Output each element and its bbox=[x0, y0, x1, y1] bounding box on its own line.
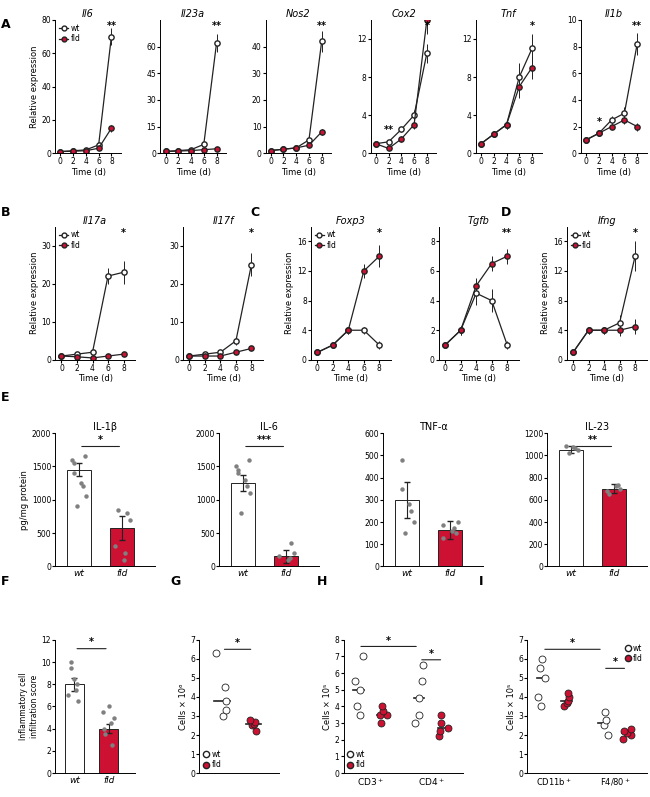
Title: IL-6: IL-6 bbox=[260, 422, 278, 433]
Title: Ifng: Ifng bbox=[597, 216, 616, 226]
X-axis label: Time (d): Time (d) bbox=[386, 168, 421, 177]
Text: *: * bbox=[235, 638, 240, 648]
Title: Tnf: Tnf bbox=[501, 9, 517, 19]
Text: G: G bbox=[170, 575, 181, 588]
Text: *: * bbox=[570, 638, 575, 648]
Text: *: * bbox=[424, 22, 430, 31]
Text: *: * bbox=[89, 638, 94, 647]
Text: **: ** bbox=[107, 22, 116, 31]
Text: B: B bbox=[1, 206, 11, 218]
Text: **: ** bbox=[317, 22, 327, 31]
Title: Cox2: Cox2 bbox=[391, 9, 416, 19]
Title: Nos2: Nos2 bbox=[286, 9, 311, 19]
X-axis label: Time (d): Time (d) bbox=[176, 168, 211, 177]
Legend: wt, fld: wt, fld bbox=[571, 230, 592, 250]
Bar bbox=[111, 528, 134, 567]
Y-axis label: Relative expression: Relative expression bbox=[29, 252, 38, 335]
Text: **: ** bbox=[502, 228, 512, 238]
Bar bbox=[65, 684, 84, 773]
Text: E: E bbox=[1, 391, 10, 403]
X-axis label: Time (d): Time (d) bbox=[78, 375, 112, 383]
Legend: wt, fld: wt, fld bbox=[59, 230, 81, 250]
Title: IL-23: IL-23 bbox=[585, 422, 609, 433]
Text: *: * bbox=[386, 636, 391, 646]
Text: A: A bbox=[1, 18, 11, 30]
Legend: wt, fld: wt, fld bbox=[59, 24, 81, 43]
X-axis label: Time (d): Time (d) bbox=[590, 375, 624, 383]
Bar bbox=[559, 450, 583, 567]
Y-axis label: Cells × 10⁶: Cells × 10⁶ bbox=[179, 683, 188, 729]
X-axis label: Time (d): Time (d) bbox=[462, 375, 497, 383]
Bar bbox=[99, 728, 118, 773]
Legend: wt, fld: wt, fld bbox=[347, 750, 366, 769]
Legend: wt, fld: wt, fld bbox=[203, 750, 222, 769]
Text: *: * bbox=[612, 658, 618, 667]
Bar bbox=[274, 556, 298, 567]
Text: **: ** bbox=[384, 125, 394, 135]
Y-axis label: Relative expression: Relative expression bbox=[285, 252, 294, 335]
Bar bbox=[603, 489, 626, 567]
Text: *: * bbox=[249, 228, 254, 238]
X-axis label: Time (d): Time (d) bbox=[71, 168, 105, 177]
Title: Il17a: Il17a bbox=[83, 216, 107, 226]
Y-axis label: Cells × 10⁵: Cells × 10⁵ bbox=[506, 683, 515, 729]
Text: H: H bbox=[317, 575, 328, 588]
Text: *: * bbox=[98, 435, 103, 446]
Title: Il1b: Il1b bbox=[605, 9, 623, 19]
Y-axis label: Relative expression: Relative expression bbox=[541, 252, 551, 335]
Text: **: ** bbox=[211, 22, 222, 31]
X-axis label: Time (d): Time (d) bbox=[281, 168, 316, 177]
Title: Tgfb: Tgfb bbox=[468, 216, 490, 226]
X-axis label: Time (d): Time (d) bbox=[333, 375, 369, 383]
Bar bbox=[67, 469, 91, 567]
Bar bbox=[231, 483, 255, 567]
Title: Il6: Il6 bbox=[82, 9, 94, 19]
Title: TNF-α: TNF-α bbox=[419, 422, 447, 433]
Text: ***: *** bbox=[257, 435, 272, 446]
Text: C: C bbox=[250, 206, 259, 218]
Bar bbox=[395, 500, 419, 567]
Legend: wt, fld: wt, fld bbox=[315, 230, 336, 250]
Y-axis label: pg/mg protein: pg/mg protein bbox=[20, 470, 29, 530]
Title: IL-1β: IL-1β bbox=[93, 422, 117, 433]
Text: *: * bbox=[597, 116, 601, 127]
Title: Foxp3: Foxp3 bbox=[336, 216, 366, 226]
Text: **: ** bbox=[588, 435, 598, 446]
Text: *: * bbox=[632, 228, 638, 238]
Y-axis label: Inflammatory cell
infiltration score: Inflammatory cell infiltration score bbox=[20, 673, 39, 740]
Text: I: I bbox=[479, 575, 484, 588]
Text: *: * bbox=[121, 228, 126, 238]
Y-axis label: Relative expression: Relative expression bbox=[29, 45, 38, 128]
Text: *: * bbox=[377, 228, 382, 238]
X-axis label: Time (d): Time (d) bbox=[491, 168, 526, 177]
Bar bbox=[438, 530, 462, 567]
Y-axis label: Cells × 10⁵: Cells × 10⁵ bbox=[322, 683, 332, 729]
Legend: wt, fld: wt, fld bbox=[625, 644, 643, 663]
Text: **: ** bbox=[632, 22, 642, 31]
Text: *: * bbox=[530, 22, 534, 31]
Title: Il23a: Il23a bbox=[181, 9, 205, 19]
X-axis label: Time (d): Time (d) bbox=[597, 168, 631, 177]
X-axis label: Time (d): Time (d) bbox=[205, 375, 240, 383]
Text: D: D bbox=[500, 206, 511, 218]
Text: *: * bbox=[429, 649, 434, 659]
Title: Il17f: Il17f bbox=[213, 216, 234, 226]
Text: F: F bbox=[1, 575, 10, 588]
